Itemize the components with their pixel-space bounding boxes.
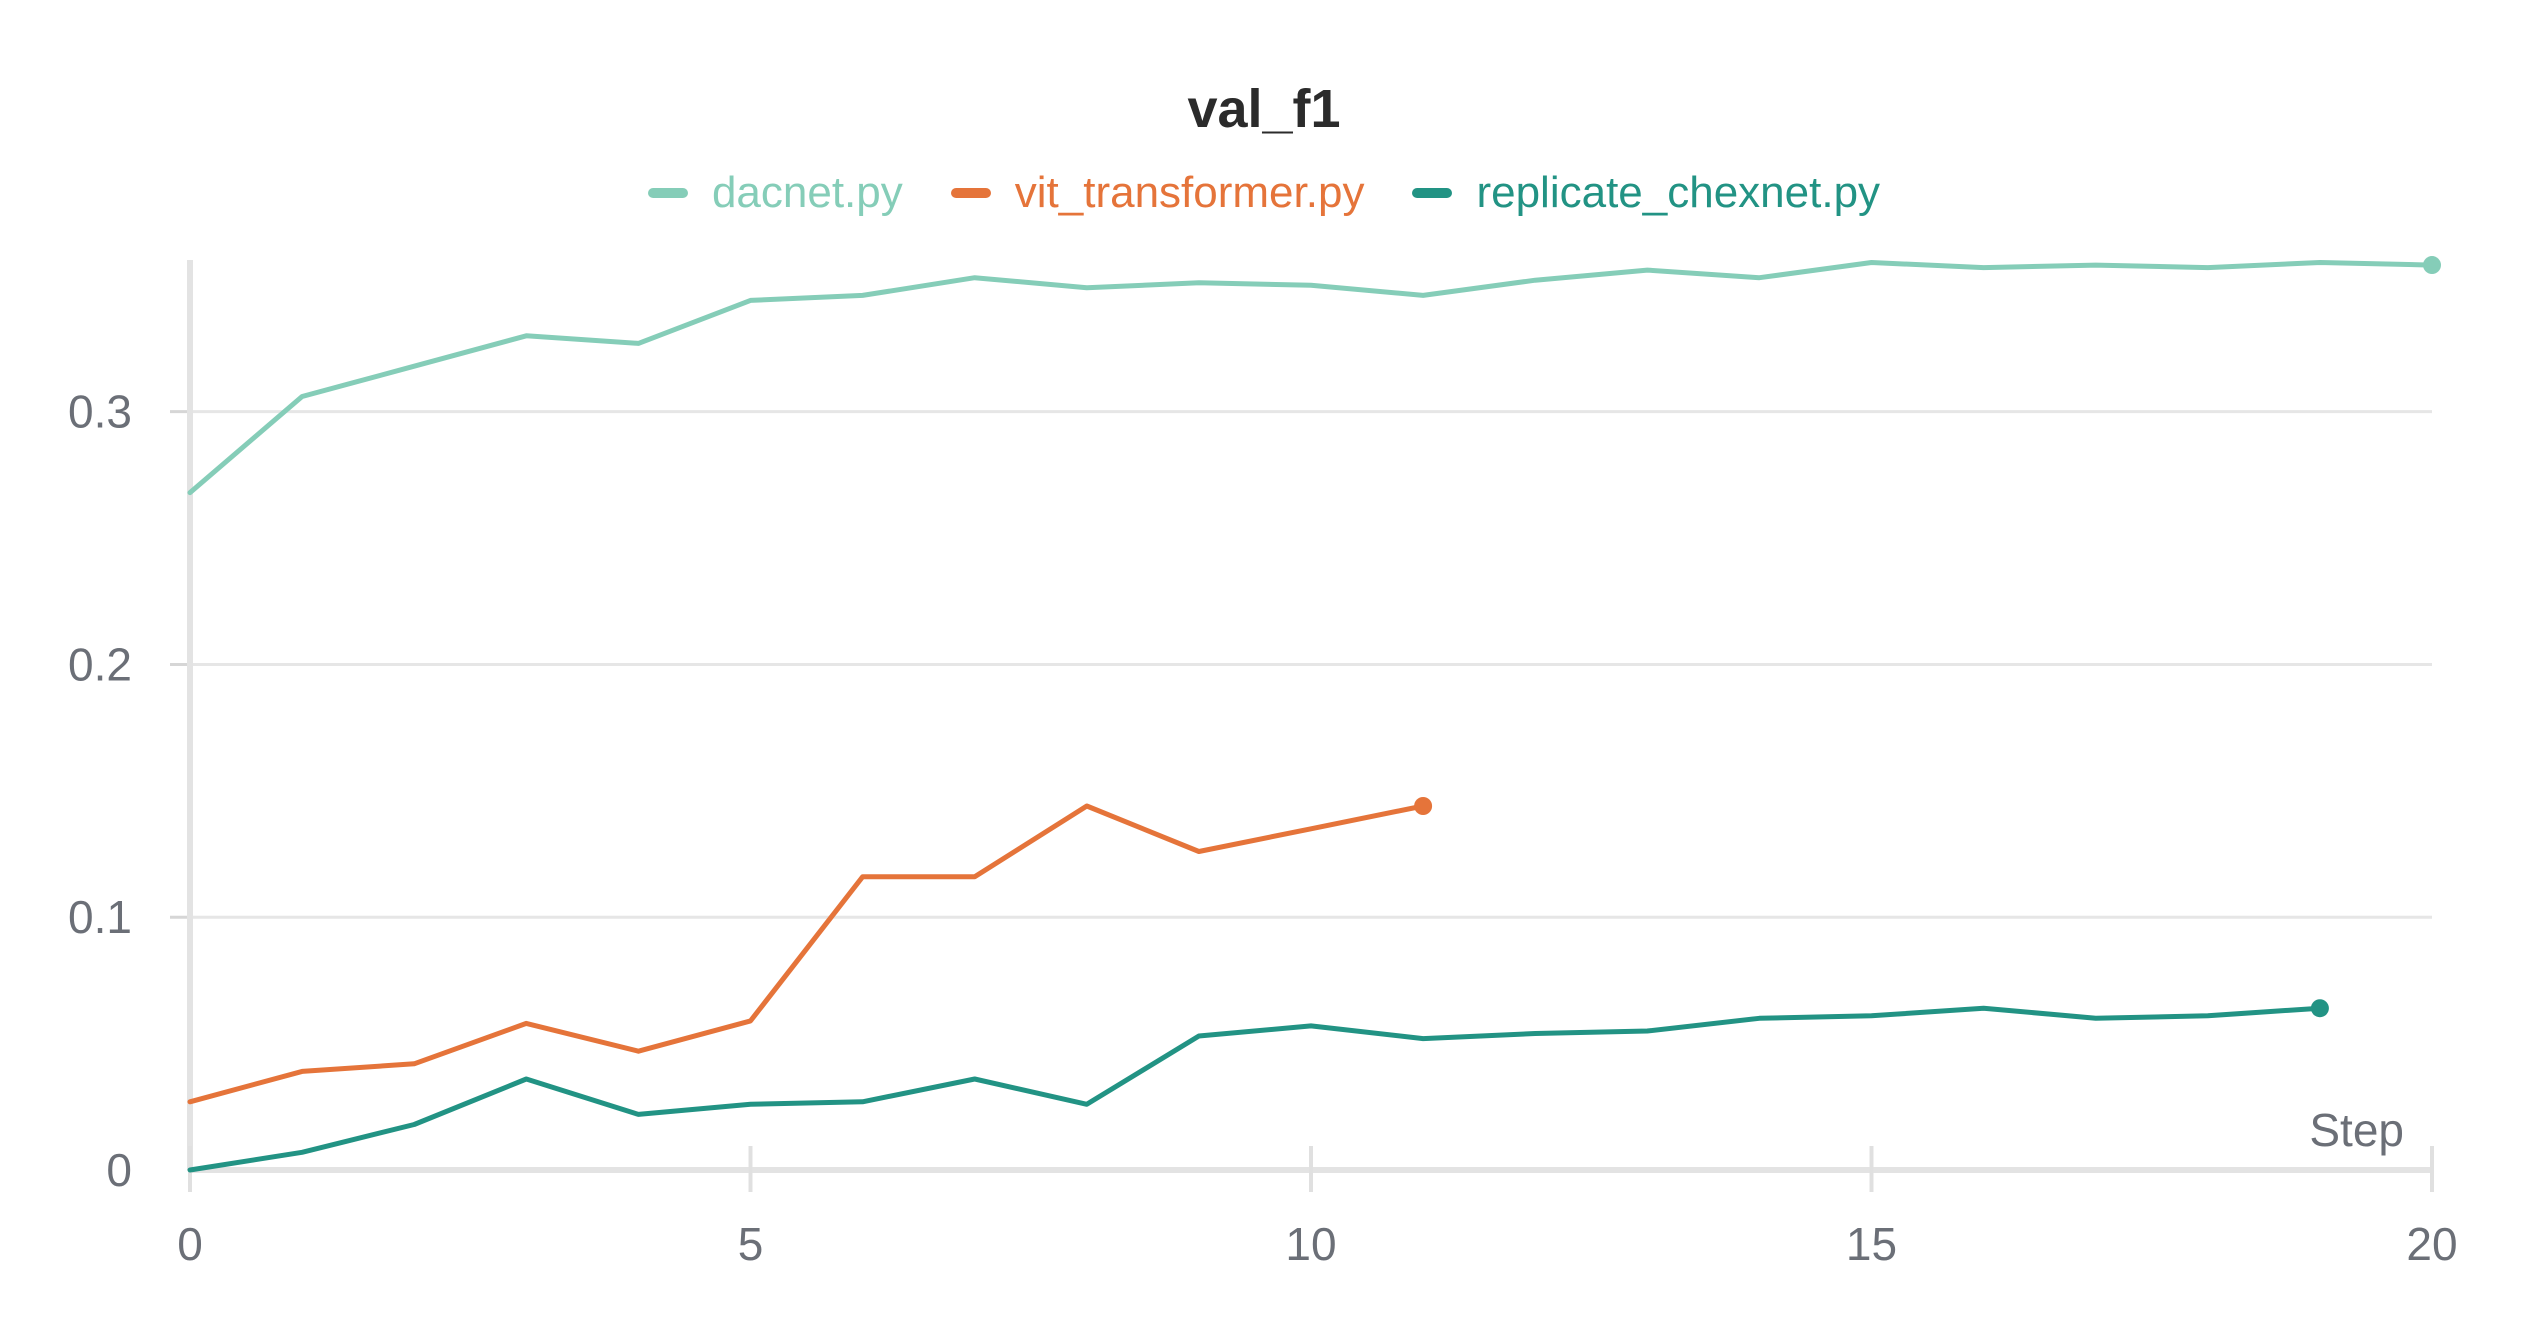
x-tick-label: 20 [2406,1218,2457,1270]
legend-item-replicate-chexnet[interactable]: replicate_chexnet.py [1412,168,1880,218]
legend-label: replicate_chexnet.py [1476,168,1881,217]
x-tick-label: 15 [1846,1218,1897,1270]
y-tick-label: 0 [106,1144,132,1196]
legend-swatch [647,188,688,198]
series-line-2 [187,1005,2323,1173]
series-line-1 [187,803,1426,1105]
legend-label: dacnet.py [711,168,903,217]
chart-legend: dacnet.py vit_transformer.py replicate_c… [0,168,2528,218]
legend-swatch [1412,188,1453,198]
legend-swatch [950,188,991,198]
series-end-point-0 [2423,256,2441,275]
x-axis-label: Step [2309,1104,2404,1156]
y-tick-label: 0.3 [68,386,132,438]
legend-item-vit-transformer[interactable]: vit_transformer.py [950,168,1365,218]
y-tick-label: 0.2 [68,638,132,690]
legend-label: vit_transformer.py [1014,168,1365,217]
x-tick-label: 0 [177,1218,203,1270]
series-line-0 [187,260,2435,496]
y-tick-label: 0.1 [68,891,132,943]
legend-item-dacnet[interactable]: dacnet.py [647,168,903,218]
x-tick-label: 5 [738,1218,764,1270]
series-end-point-2 [2310,999,2329,1018]
x-tick-label: 10 [1285,1218,1336,1270]
series-end-point-1 [1414,797,1433,815]
chart-title: val_f1 [1187,79,1341,139]
